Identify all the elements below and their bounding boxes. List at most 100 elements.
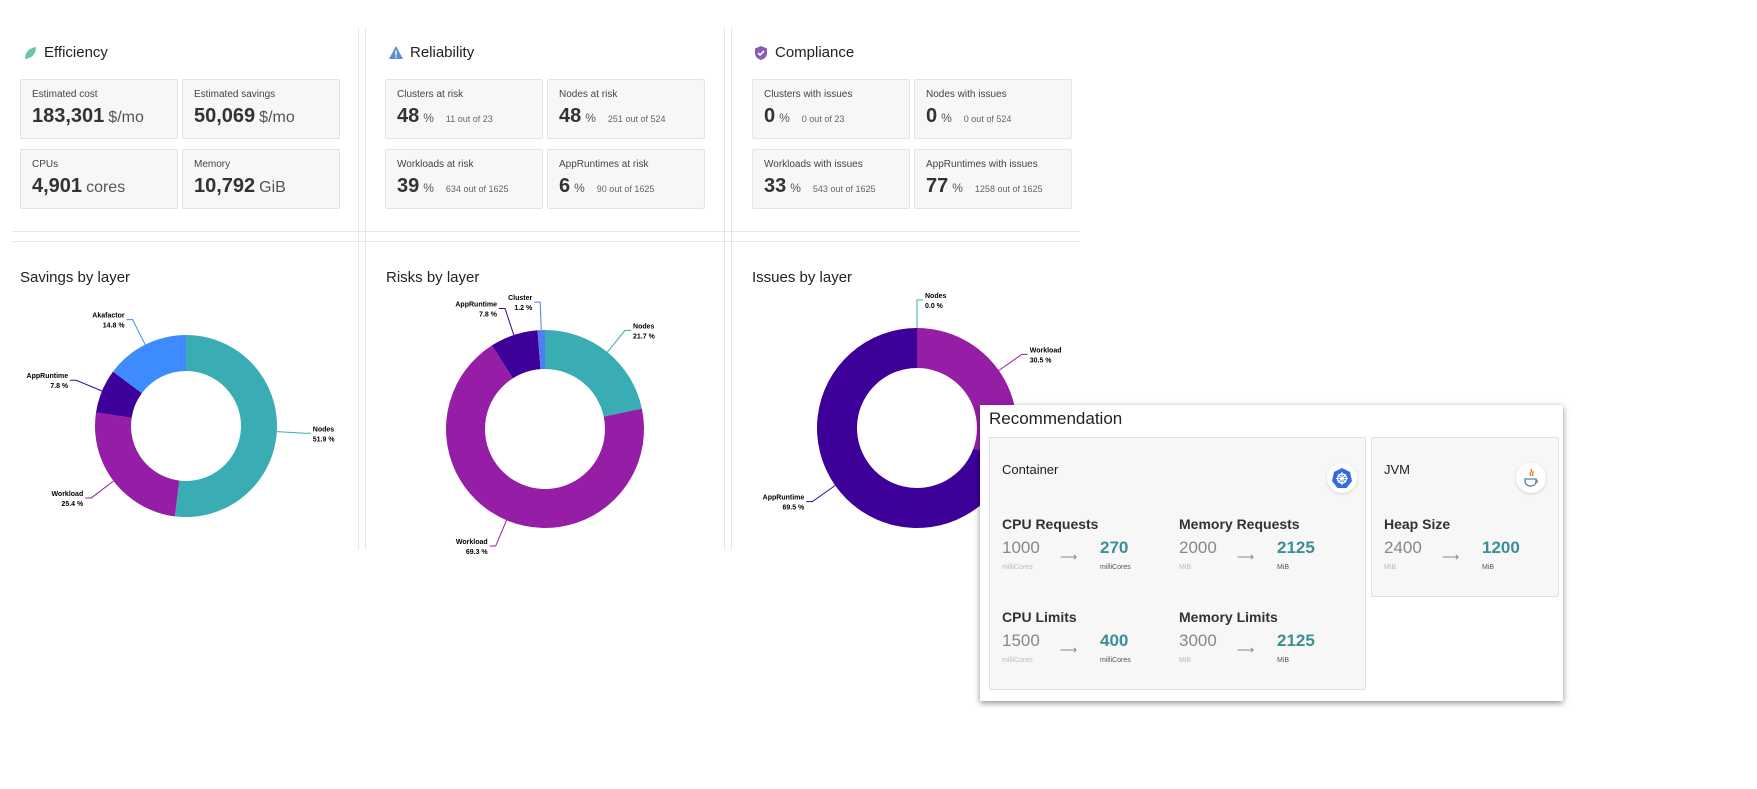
section-title-text: Compliance — [775, 44, 855, 61]
stat-unit: % — [941, 111, 952, 125]
current-value: 1500 — [1002, 631, 1040, 650]
recommended-unit: MiB — [1277, 657, 1290, 664]
stat-unit: % — [423, 111, 434, 125]
stat-label: Nodes at risk — [559, 89, 618, 100]
efficiency-title: Efficiency — [22, 44, 108, 61]
stat-detail: 90 out of 1625 — [596, 184, 655, 194]
recommended-value: 270 — [1100, 538, 1129, 557]
stat-unit: % — [585, 111, 596, 125]
stat-card: Clusters with issues 0 % 0 out of 23 — [752, 79, 910, 139]
chart-title: Savings by layer — [20, 269, 131, 286]
leader-line — [998, 353, 1028, 371]
slice-label: Nodes — [313, 426, 335, 433]
leader-line — [126, 319, 146, 345]
stat-card: Workloads with issues 33 % 543 out of 16… — [752, 149, 910, 209]
recommended-value: 400 — [1100, 631, 1129, 650]
stat-value: 50,069 — [194, 105, 256, 127]
stat-value: 0 — [764, 105, 776, 127]
stat-value: 77 — [926, 175, 949, 197]
section-title-text: Reliability — [410, 44, 475, 61]
java-icon — [1516, 463, 1546, 493]
leader-line — [606, 329, 632, 353]
jvm-card: JVM Heap Size 2400 ⟶ 1200 MiB MiB — [1371, 437, 1559, 597]
stat-value: 0 — [926, 105, 938, 127]
arrow-right-icon: ⟶ — [1060, 550, 1078, 564]
stat-unit: % — [423, 181, 434, 195]
stat-label: Estimated cost — [32, 89, 98, 100]
leader-line — [498, 307, 515, 336]
stat-card: Nodes with issues 0 % 0 out of 524 — [914, 79, 1072, 139]
slice-label: Cluster — [508, 295, 532, 302]
stat-value: 39 — [397, 175, 420, 197]
stat-label: Workloads with issues — [764, 159, 863, 170]
stat-label: Estimated savings — [194, 89, 276, 100]
divider — [731, 28, 732, 550]
arrow-right-icon: ⟶ — [1237, 643, 1255, 657]
stat-value: 183,301 — [32, 105, 105, 127]
slice-label: Akafactor — [92, 313, 125, 320]
stat-label: Workloads at risk — [397, 159, 474, 170]
stat-label: Nodes with issues — [926, 89, 1007, 100]
donut-slice-nodes — [174, 335, 277, 517]
current-unit: MiB — [1179, 657, 1192, 664]
slice-label: AppRuntime — [455, 301, 497, 308]
divider — [358, 28, 359, 550]
leader-line — [916, 299, 923, 328]
metric-label: CPU Requests — [1002, 516, 1099, 532]
slice-value: 14.8 % — [103, 323, 126, 330]
donut-slice-appruntime — [96, 371, 142, 418]
recommended-value: 1200 — [1482, 538, 1520, 557]
stat-unit: % — [790, 181, 801, 195]
stat-unit: % — [952, 181, 963, 195]
slice-label: Workload — [456, 539, 488, 546]
compliance-title: Compliance — [753, 44, 854, 61]
stat-unit: % — [574, 181, 585, 195]
chart-title: Risks by layer — [386, 269, 480, 286]
recommendation-title: Recommendation — [989, 409, 1123, 428]
slice-value: 1.2 % — [514, 305, 533, 312]
slice-value: 30.5 % — [1030, 357, 1053, 364]
current-unit: milliCores — [1002, 564, 1033, 571]
leader-line — [70, 379, 103, 392]
recommended-value: 2125 — [1277, 538, 1315, 557]
recommended-unit: milliCores — [1100, 564, 1131, 571]
chart-title: Issues by layer — [752, 269, 853, 286]
recommendation-metric: Memory Requests 2000 ⟶ 2125 MiB MiB — [1179, 516, 1359, 578]
stat-detail: 251 out of 524 — [607, 114, 666, 124]
current-unit: MiB — [1179, 564, 1192, 571]
donut-slice-appruntime — [816, 328, 1012, 528]
reliability-title: Reliability — [388, 44, 474, 61]
stat-label: Clusters with issues — [764, 89, 853, 100]
stat-value: 10,792 — [194, 175, 256, 197]
donut-slice-akafactor — [113, 335, 186, 394]
slice-value: 69.5 % — [782, 505, 805, 512]
arrow-right-icon: ⟶ — [1442, 550, 1460, 564]
stat-card: CPUs 4,901 cores — [20, 149, 178, 209]
slice-label: Nodes — [633, 323, 655, 330]
recommended-unit: milliCores — [1100, 657, 1131, 664]
stat-label: CPUs — [32, 159, 59, 170]
stat-card: AppRuntimes with issues 77 % 1258 out of… — [914, 149, 1072, 209]
current-value: 3000 — [1179, 631, 1217, 650]
container-card: Container CPU Requests 1000 ⟶ 270 milliC… — [989, 437, 1366, 690]
stat-unit: $/mo — [108, 109, 144, 126]
recommended-unit: MiB — [1277, 564, 1290, 571]
leader-line — [489, 520, 508, 547]
stat-card: Clusters at risk 48 % 11 out of 23 — [385, 79, 543, 139]
slice-value: 0.0 % — [925, 303, 944, 310]
current-unit: MiB — [1384, 564, 1397, 571]
donut-slice-workload — [446, 345, 644, 529]
metric-label: Memory Limits — [1179, 609, 1278, 625]
slice-value: 21.7 % — [633, 333, 656, 340]
donut-slice-nodes — [545, 330, 642, 417]
metric-label: Heap Size — [1384, 516, 1451, 532]
jvm-title: JVM — [1384, 462, 1410, 477]
leader-line — [85, 480, 114, 499]
recommended-unit: MiB — [1482, 564, 1495, 571]
recommendation-metric: Heap Size 2400 ⟶ 1200 MiB MiB — [1384, 516, 1564, 578]
shield-check-icon — [755, 45, 767, 60]
recommendation-metric: CPU Limits 1500 ⟶ 400 milliCores milliCo… — [1002, 609, 1182, 671]
slice-label: Nodes — [925, 293, 947, 300]
stat-card: Estimated savings 50,069 $/mo — [182, 79, 340, 139]
stat-unit: GiB — [259, 179, 286, 196]
